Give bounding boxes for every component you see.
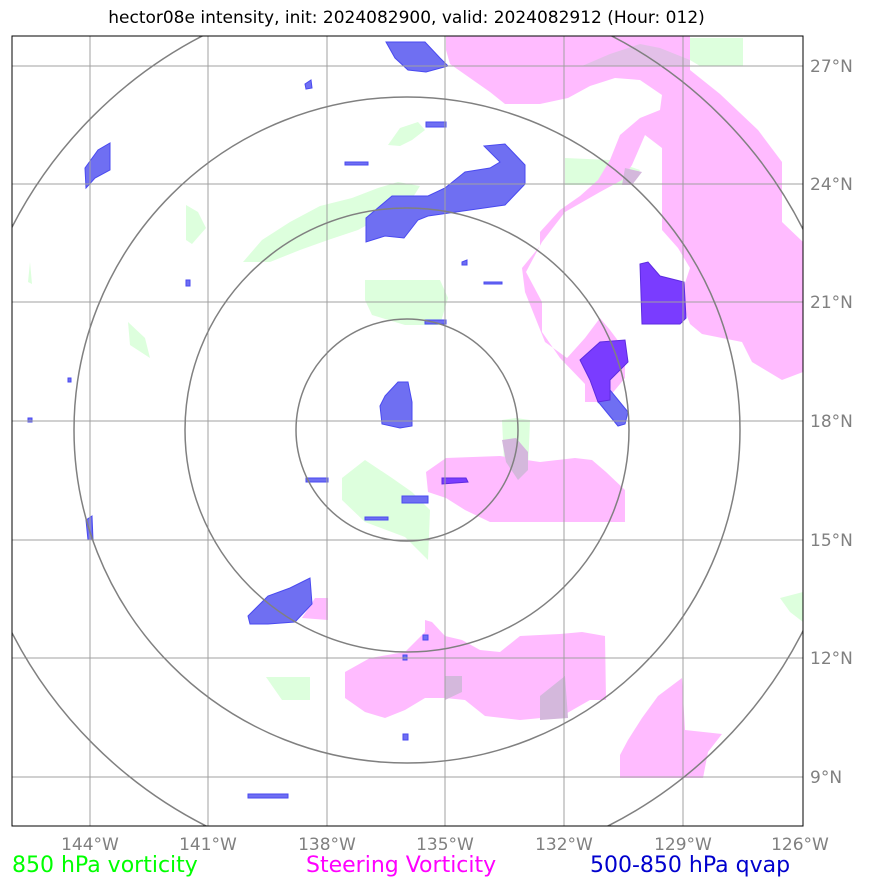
range-ring: [73, 96, 741, 764]
lon-tick-label: 132°W: [535, 835, 593, 855]
qvap-patch: [364, 516, 389, 521]
qvap-patch: [304, 79, 313, 90]
legend-steering-vorticity: Steering Vorticity: [306, 853, 497, 878]
vorticity-patch: [680, 38, 743, 66]
qvap-patch: [344, 161, 369, 166]
qvap-patch: [401, 495, 429, 504]
steering-patch: [426, 456, 625, 522]
qvap-patch: [305, 477, 329, 483]
legend-qvap: 500-850 hPa qvap: [590, 853, 791, 878]
lon-tick-label: 135°W: [416, 835, 474, 855]
qvap-patch: [483, 281, 503, 285]
lon-tick-label: 138°W: [298, 835, 356, 855]
qvap-patch: [84, 142, 111, 190]
overlap-patch: [540, 676, 568, 720]
vorticity-patch: [342, 460, 430, 560]
steering-patch: [446, 36, 803, 402]
qvap-patch: [379, 381, 413, 429]
qvap-patch: [185, 279, 191, 287]
overlap-core: [441, 477, 469, 485]
axes-frame: [11, 35, 804, 827]
overlap-patch: [502, 438, 528, 480]
qvap-patch: [247, 793, 289, 799]
overlap-fills: [445, 44, 690, 720]
lon-tick-labels: 144°W 141°W 138°W 135°W 132°W 129°W 126°…: [61, 835, 829, 855]
qvap-patch: [385, 41, 449, 73]
lon-tick-label: 141°W: [179, 835, 237, 855]
steering-patch: [302, 598, 328, 620]
vorticity-patch: [128, 322, 150, 358]
lat-tick-label: 18°N: [810, 412, 853, 432]
lat-tick-label: 15°N: [810, 531, 853, 551]
lat-tick-label: 24°N: [810, 175, 853, 195]
lat-tick-label: 12°N: [810, 649, 853, 669]
plot-title: hector08e intensity, init: 2024082900, v…: [108, 8, 705, 28]
vorticity-patch: [186, 205, 206, 244]
steering-patch: [620, 678, 722, 778]
map-area: [12, 36, 803, 826]
range-ring: [184, 207, 630, 653]
lat-tick-label: 9°N: [810, 768, 842, 788]
lat-tick-labels: 27°N 24°N 21°N 18°N 15°N 12°N 9°N: [810, 57, 853, 788]
lon-tick-label: 126°W: [771, 835, 829, 855]
lon-tick-label: 129°W: [654, 835, 712, 855]
overlap-patch: [582, 44, 690, 66]
graticule: [12, 36, 803, 826]
steering-vorticity-fills: [302, 36, 803, 778]
vorticity-patch: [266, 677, 310, 700]
qvap-patch: [461, 259, 468, 266]
qvap-patch: [67, 377, 72, 383]
steering-patch: [345, 620, 606, 720]
lat-tick-label: 27°N: [810, 57, 853, 77]
range-ring: [295, 318, 519, 542]
overlap-patch: [445, 676, 462, 700]
qvap-patch: [422, 634, 429, 641]
qvap-patch: [402, 733, 409, 741]
overlap-core: [639, 261, 687, 325]
vorticity-patch: [780, 592, 803, 622]
lon-tick-label: 144°W: [61, 835, 119, 855]
qvap-patch: [425, 121, 447, 128]
vorticity-patch: [28, 262, 32, 284]
lat-tick-label: 21°N: [810, 293, 853, 313]
vorticity-patch: [388, 122, 425, 146]
legend-850-vorticity: 850 hPa vorticity: [12, 853, 198, 878]
qvap-patch: [247, 577, 313, 625]
range-rings: [12, 36, 803, 826]
